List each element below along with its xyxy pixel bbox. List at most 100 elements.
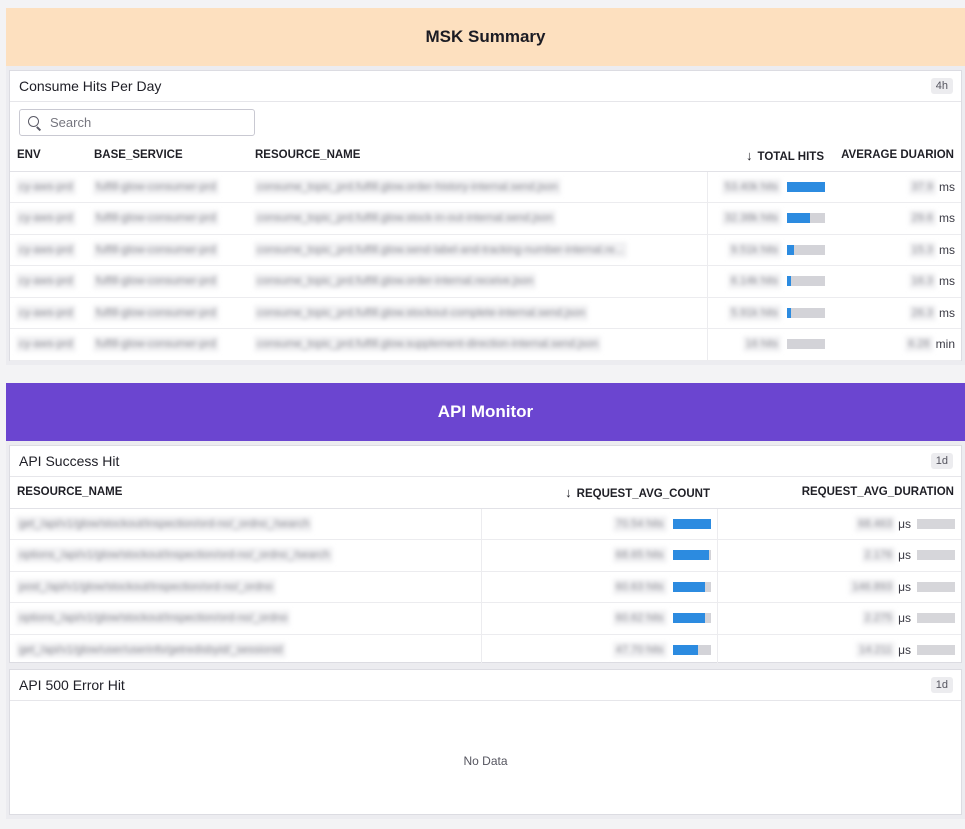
average-duration-cell: 15.3 ms xyxy=(831,234,961,266)
resource-name-cell: consume_topic_prd.fulfill.glow.stockout-… xyxy=(248,297,708,329)
count-bar xyxy=(672,644,711,655)
api-error-widget: API 500 Error Hit 1d No Data xyxy=(9,669,962,815)
count-bar xyxy=(672,613,711,624)
sort-descending-icon: ↓ xyxy=(565,484,572,500)
hits-bar xyxy=(787,276,825,287)
api-success-table: RESOURCE_NAME ↓ REQUEST_AVG_COUNT REQUEST… xyxy=(10,477,961,666)
resource-name-cell: options_/api/v1/glow/stockout/inspection… xyxy=(10,539,482,572)
table-row[interactable]: cy-aws-prd fulfill-glow-consumer-prd consu… xyxy=(10,234,961,266)
api-monitor-header: API Monitor xyxy=(6,383,965,441)
column-header-request-avg-duration[interactable]: REQUEST_AVG_DURATION xyxy=(717,477,961,509)
search-box[interactable] xyxy=(19,109,255,136)
column-header-resource-name[interactable]: RESOURCE_NAME xyxy=(10,477,481,509)
request-avg-count-cell: 68.65 hits xyxy=(481,539,718,572)
base-service-cell: fulfill-glow-consumer-prd xyxy=(87,171,248,203)
duration-unit: μs xyxy=(898,548,911,563)
table-row[interactable]: cy-aws-prd fulfill-glow-consumer-prd consu… xyxy=(10,202,961,235)
resource-name-cell: get_/api/v1/glow/stockout/inspection/ord… xyxy=(10,508,482,540)
average-duration-cell: 16.3 ms xyxy=(831,265,961,298)
table-row[interactable]: cy-aws-prd fulfill-glow-consumer-prd consu… xyxy=(10,265,961,298)
msk-summary-group: MSK Summary Consume Hits Per Day 4h ENV … xyxy=(6,8,965,365)
duration-unit: μs xyxy=(898,642,911,657)
total-hits-cell: 5.91k hits xyxy=(707,297,831,329)
average-duration-cell: 29.6 ms xyxy=(831,202,961,235)
count-bar xyxy=(672,550,711,561)
duration-unit: ms xyxy=(939,211,955,226)
total-hits-cell: 6.14k hits xyxy=(707,265,831,298)
msk-summary-title: MSK Summary xyxy=(425,27,546,46)
count-bar xyxy=(672,581,711,592)
total-hits-cell: 16 hits xyxy=(707,328,831,361)
api-error-title[interactable]: API 500 Error Hit xyxy=(19,677,125,693)
env-cell: cy-aws-prd xyxy=(10,202,87,235)
average-duration-cell: 26.3 ms xyxy=(831,297,961,329)
column-header-total-hits[interactable]: ↓ TOTAL HITS xyxy=(707,140,831,172)
table-row[interactable]: options_/api/v1/glow/stockout/inspection… xyxy=(10,539,961,572)
table-row[interactable]: options_/api/v1/glow/stockout/inspection… xyxy=(10,602,961,635)
api-success-widget: API Success Hit 1d RESOURCE_NAME ↓ REQUES… xyxy=(9,445,962,666)
base-service-cell: fulfill-glow-consumer-prd xyxy=(87,328,248,361)
hits-bar-fill xyxy=(787,213,811,224)
table-row[interactable]: cy-aws-prd fulfill-glow-consumer-prd consu… xyxy=(10,328,961,361)
total-hits-cell: 53.40k hits xyxy=(707,171,831,203)
table-row[interactable]: cy-aws-prd fulfill-glow-consumer-prd consu… xyxy=(10,297,961,329)
search-input[interactable] xyxy=(50,115,230,130)
api-success-title[interactable]: API Success Hit xyxy=(19,453,120,469)
duration-unit: ms xyxy=(939,179,955,194)
total-hits-cell: 32.38k hits xyxy=(707,202,831,235)
consume-hits-title-row: Consume Hits Per Day 4h xyxy=(10,71,961,102)
table-header-row: ENV BASE_SERVICE RESOURCE_NAME ↓ TOTAL HI… xyxy=(10,140,961,172)
hits-bar xyxy=(787,339,825,350)
duration-unit: μs xyxy=(898,516,911,531)
api-monitor-title: API Monitor xyxy=(437,402,534,421)
table-row[interactable]: get_/api/v1/glow/user/userinfo/getredisb… xyxy=(10,634,961,666)
hits-bar xyxy=(787,213,825,224)
env-cell: cy-aws-prd xyxy=(10,328,87,361)
search-icon xyxy=(28,115,42,130)
consume-hits-title[interactable]: Consume Hits Per Day xyxy=(19,78,162,94)
column-header-request-avg-count[interactable]: ↓ REQUEST_AVG_COUNT xyxy=(481,477,717,509)
api-monitor-body: API Success Hit 1d RESOURCE_NAME ↓ REQUES… xyxy=(6,441,965,819)
base-service-cell: fulfill-glow-consumer-prd xyxy=(87,202,248,235)
table-row[interactable]: cy-aws-prd fulfill-glow-consumer-prd consu… xyxy=(10,171,961,203)
average-duration-cell: 37.9 ms xyxy=(831,171,961,203)
column-header-base-service[interactable]: BASE_SERVICE xyxy=(87,140,248,172)
consume-hits-table: ENV BASE_SERVICE RESOURCE_NAME ↓ TOTAL HI… xyxy=(10,140,961,361)
duration-unit: μs xyxy=(898,611,911,626)
count-bar-fill xyxy=(672,581,706,592)
table-row[interactable]: get_/api/v1/glow/stockout/inspection/ord… xyxy=(10,508,961,540)
time-range-badge: 1d xyxy=(930,677,953,693)
count-bar-fill xyxy=(672,644,699,655)
duration-unit: ms xyxy=(939,242,955,257)
column-header-average-duration[interactable]: AVERAGE DUARION xyxy=(831,140,961,172)
table-row[interactable]: post_/api/v1/glow/stockout/inspection/or… xyxy=(10,571,961,603)
total-hits-cell: 9.51k hits xyxy=(707,234,831,266)
time-range-badge: 4h xyxy=(930,78,953,94)
duration-unit: ms xyxy=(939,305,955,320)
request-avg-duration-cell: 68.463 μs xyxy=(717,508,961,540)
request-avg-count-cell: 60.63 hits xyxy=(481,571,718,603)
resource-name-cell: consume_topic_prd.fulfill.glow.order-int… xyxy=(248,265,708,298)
env-cell: cy-aws-prd xyxy=(10,297,87,329)
api-error-title-row: API 500 Error Hit 1d xyxy=(10,670,961,701)
no-data-message: No Data xyxy=(463,754,508,768)
count-bar-fill xyxy=(672,550,710,561)
resource-name-cell: options_/api/v1/glow/stockout/inspection… xyxy=(10,602,482,635)
env-cell: cy-aws-prd xyxy=(10,234,87,266)
duration-bar xyxy=(917,644,955,655)
env-cell: cy-aws-prd xyxy=(10,265,87,298)
duration-bar xyxy=(917,518,955,529)
total-hits-label: TOTAL HITS xyxy=(757,150,824,163)
request-avg-count-cell: 70.54 hits xyxy=(481,508,718,540)
consume-hits-widget: Consume Hits Per Day 4h ENV BASE_SERVICE… xyxy=(9,70,962,361)
base-service-cell: fulfill-glow-consumer-prd xyxy=(87,297,248,329)
count-bar xyxy=(672,518,711,529)
column-header-env[interactable]: ENV xyxy=(10,140,87,172)
request-avg-count-cell: 60.62 hits xyxy=(481,602,718,635)
average-duration-cell: 6.28 min xyxy=(831,328,961,361)
env-cell: cy-aws-prd xyxy=(10,171,87,203)
msk-summary-header: MSK Summary xyxy=(6,8,965,66)
column-header-resource-name[interactable]: RESOURCE_NAME xyxy=(248,140,707,172)
resource-name-cell: consume_topic_prd.fulfill.glow.stock-in-… xyxy=(248,202,708,235)
table-header-row: RESOURCE_NAME ↓ REQUEST_AVG_COUNT REQUEST… xyxy=(10,477,961,509)
